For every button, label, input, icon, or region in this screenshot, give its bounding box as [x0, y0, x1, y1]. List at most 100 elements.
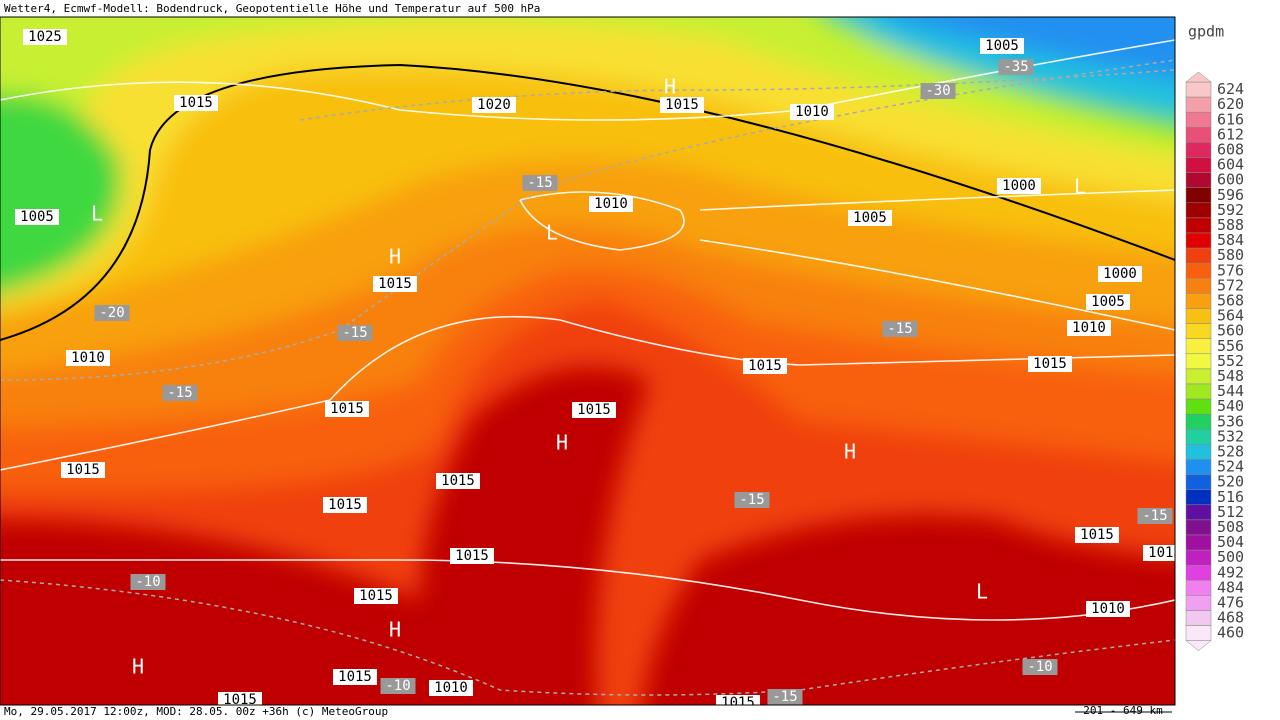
legend-swatch	[1185, 519, 1212, 536]
temperature-label-box	[380, 678, 416, 694]
legend-swatch	[1185, 489, 1212, 506]
pressure-center: H	[556, 431, 568, 455]
pressure-label: 1015	[1033, 356, 1067, 372]
temperature-label-box	[998, 59, 1034, 75]
temperature-label: -15	[739, 492, 764, 508]
legend-swatch	[1185, 262, 1212, 279]
legend-label: 528	[1217, 442, 1244, 460]
pressure-label: 1000	[1103, 266, 1137, 282]
pressure-label-box	[472, 97, 516, 113]
pressure-label: 1015	[179, 95, 213, 111]
pressure-label-box	[325, 401, 369, 417]
legend-swatch	[1185, 338, 1212, 355]
legend-label: 580	[1217, 246, 1244, 264]
pressure-label-box	[980, 38, 1024, 54]
pressure-label: 1005	[985, 38, 1019, 54]
pressure-label: 1015	[577, 402, 611, 418]
legend-swatch	[1185, 368, 1212, 385]
pressure-label-box	[1086, 601, 1130, 617]
temperature-label-box	[337, 325, 373, 341]
pressure-label: 1010	[434, 680, 468, 696]
legend-swatch	[1185, 293, 1212, 309]
pressure-label-box	[716, 695, 760, 705]
legend-swatch	[1185, 459, 1212, 475]
pressure-center: L	[1074, 175, 1086, 199]
pressure-label-box	[218, 692, 262, 705]
pressure-label: 1000	[1002, 178, 1036, 194]
legend-label: 560	[1217, 322, 1244, 340]
pressure-label: 1015	[66, 462, 100, 478]
pressure-label-box	[743, 358, 787, 374]
legend-label: 584	[1217, 231, 1244, 249]
legend-label: 608	[1217, 140, 1244, 158]
pressure-label: 1005	[1091, 294, 1125, 310]
pressure-label-box	[1075, 527, 1119, 543]
pressure-label: 1020	[477, 97, 511, 113]
legend-label: 512	[1217, 503, 1244, 521]
legend-swatch	[1185, 595, 1212, 611]
pressure-center: H	[389, 245, 401, 269]
temperature-label-box	[94, 305, 130, 321]
pressure-center: H	[389, 618, 401, 642]
legend-swatch	[1185, 429, 1212, 445]
pressure-center: H	[664, 75, 676, 99]
pressure-label: 1015	[721, 695, 755, 711]
legend-swatch	[1185, 127, 1212, 143]
legend-label: 532	[1217, 427, 1244, 445]
legend-label: 576	[1217, 261, 1244, 279]
legend-label: 624	[1217, 80, 1244, 98]
temperature-label-box	[882, 321, 918, 337]
pressure-label: 1015	[748, 358, 782, 374]
legend-swatch	[1185, 564, 1212, 581]
isohypse	[0, 63, 1175, 341]
legend-label: 588	[1217, 216, 1244, 234]
legend-swatch	[1185, 383, 1212, 400]
pressure-label-box	[429, 680, 473, 696]
temperature-label-box	[920, 83, 956, 99]
legend-label: 468	[1217, 609, 1244, 627]
temperature-label-box	[734, 492, 770, 508]
height-field	[0, 17, 1175, 705]
pressure-label: 1015	[359, 588, 393, 604]
pressure-label: 1010	[1091, 601, 1125, 617]
run-info: Mo, 29.05.2017 12:00z, MOD: 28.05. 00z +…	[4, 705, 388, 718]
legend-swatch	[1185, 111, 1212, 128]
pressure-label-box	[333, 669, 377, 685]
legend-swatch	[1185, 580, 1212, 596]
legend-unit: gpdm	[1188, 23, 1224, 41]
pressure-label: 1015	[441, 473, 475, 489]
pressure-center: L	[976, 580, 988, 604]
pressure-label: 1025	[28, 29, 62, 45]
legend-label: 600	[1217, 171, 1244, 189]
pressure-label-box	[450, 548, 494, 564]
map: 1025 1015 1020 1015 1010 1005 1005 1010 1000 1005…	[0, 17, 1175, 711]
temperature-label: -15	[167, 385, 192, 401]
legend-swatch	[1185, 323, 1212, 339]
legend-label: 548	[1217, 367, 1244, 385]
legend-arrow-bottom	[1185, 640, 1212, 652]
temperature-label: -15	[527, 175, 552, 191]
legend-swatch	[1185, 504, 1212, 521]
temperature-label: -35	[1003, 59, 1028, 75]
temperature-label-box	[162, 385, 198, 401]
temperature-label: -15	[342, 325, 367, 341]
pressure-label-box	[660, 97, 704, 113]
pressure-label: 1005	[20, 209, 54, 225]
pressure-label-box	[61, 462, 105, 478]
pressure-label-box	[997, 178, 1041, 194]
legend-swatch	[1185, 187, 1212, 204]
pressure-center: H	[132, 655, 144, 679]
pressure-label-box	[1086, 294, 1130, 310]
legend-label: 592	[1217, 201, 1244, 219]
legend-label: 556	[1217, 337, 1244, 355]
legend-label: 568	[1217, 291, 1244, 309]
pressure-label-box	[354, 588, 398, 604]
pressure-label: 1010	[795, 104, 829, 120]
temperature-label: -10	[385, 678, 410, 694]
legend-swatch	[1185, 625, 1212, 641]
pressure-label-box	[790, 104, 834, 120]
legend: 6246206166126086046005965925885845805765…	[1185, 71, 1244, 652]
legend-label: 572	[1217, 276, 1244, 294]
legend-swatch	[1185, 81, 1212, 98]
